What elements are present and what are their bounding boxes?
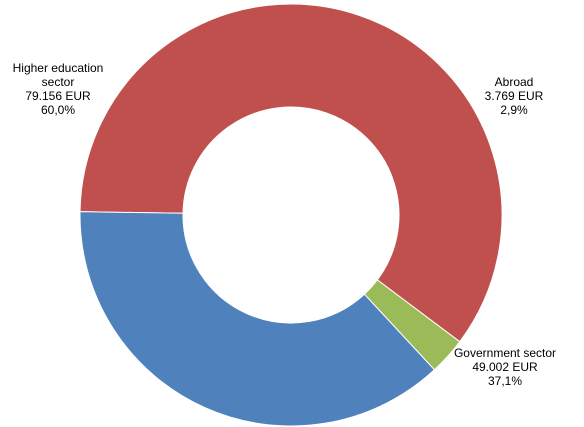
label-abroad: Abroad 3.769 EUR 2,9%	[485, 75, 544, 117]
slice-government-sector	[79, 211, 436, 427]
slice-labels: Higher education sector 79.156 EUR 60,0% Abr…	[13, 61, 556, 388]
label-higher-education-sector: Higher education sector 79.156 EUR 60,0%	[13, 61, 104, 117]
label-government-sector: Government sector 49.002 EUR 37,1%	[454, 346, 556, 388]
slice-higher-education-sector	[79, 3, 503, 343]
donut-slices	[79, 3, 503, 427]
